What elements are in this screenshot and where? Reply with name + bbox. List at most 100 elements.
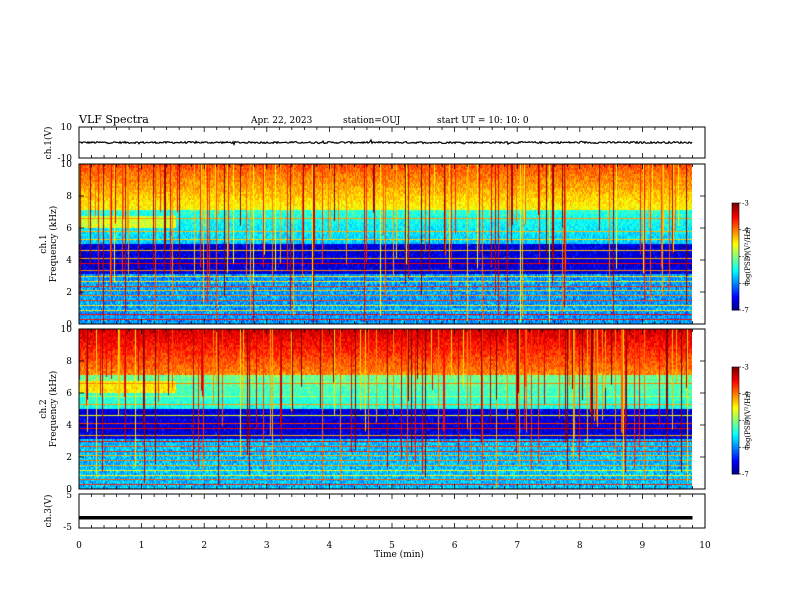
colorbar-cell [732,450,739,454]
colorbar-cell [732,297,739,300]
colorbar-cell [732,240,739,243]
ch1-ytick-top: 10 [61,123,73,133]
colorbar-cell [732,265,739,268]
ch1-waveform-ylabel: ch.1(V) [43,127,54,160]
colorbar-cell [732,245,739,249]
y-tick-label: 4 [66,256,72,266]
colorbar-tick-label: -3 [742,364,749,372]
colorbar-tick-label: -4 [742,226,749,234]
colorbar-cell [732,290,739,293]
colorbar-cell [732,203,739,206]
ch1-spectrogram-ylabel-frequency: Frequency (kHz) [48,206,59,283]
y-tick-label: 10 [61,325,73,335]
colorbar-cell [732,215,739,218]
time-axis-label: Time (min) [374,549,424,560]
colorbar-cell [732,449,739,452]
colorbar-cell [732,422,739,425]
colorbar-cell [732,288,739,291]
colorbar-cell [732,415,739,418]
spectrogram-raster [79,164,692,324]
colorbar-cell [732,285,739,288]
colorbar-cell [732,374,739,377]
y-tick-label: 10 [61,160,73,170]
colorbar-cell [732,304,739,307]
colorbar-cell [732,308,739,311]
colorbar-tick-label: -7 [742,307,749,315]
ch2-colorbar: -3 -4 -5 -6 -7 [731,364,749,479]
ch1-colorbar: -3 -4 -5 -6 -7 [731,200,749,315]
colorbar-cell [732,424,739,427]
time-tick-label: 3 [264,541,270,551]
colorbar-cell [732,457,739,461]
ch1-frequency-ticks: 0 2 4 6 8 10 [61,160,705,330]
colorbar-cell [732,238,739,241]
colorbar-cell [732,270,739,274]
colorbar-cell [732,418,739,421]
header-date: Apr. 22, 2023 [250,116,313,126]
colorbar-cell [732,434,739,438]
y-tick-label: 8 [66,357,72,367]
colorbar-cell [732,268,739,272]
colorbar-cell [732,432,739,436]
colorbar-cell [732,293,739,297]
ch1-ytick-bottom: -10 [58,154,73,164]
colorbar-cell [732,397,739,400]
ch2-spectrogram-image [79,329,692,489]
ch3-ytick-bottom: -5 [63,523,72,533]
time-tick-label: 1 [139,541,145,551]
colorbar-cell [732,274,739,277]
colorbar-cell [732,276,739,279]
y-tick-label: 6 [66,389,72,399]
colorbar-cell [732,286,739,290]
time-tick-label: 9 [640,541,646,551]
colorbar-cell [732,377,739,380]
colorbar-cell [732,210,739,213]
colorbar-cell [732,438,739,441]
ch1-colorbar-label: log(PSD)(V²/Hz) [744,227,752,284]
colorbar-cell [732,384,739,388]
figure-title: VLF Spectra [78,113,149,126]
colorbar-cell [732,447,739,450]
colorbar-cell [732,242,739,245]
colorbar-tick-label: -4 [742,390,749,398]
colorbar-cell [732,251,739,254]
colorbar-cell [732,281,739,284]
colorbar-cell [732,256,739,259]
y-tick-label: 8 [66,192,72,202]
colorbar-cell [732,375,739,379]
colorbar-cell [732,254,739,257]
colorbar-cell [732,235,739,238]
colorbar-cell [732,233,739,236]
colorbar-cell [732,213,739,216]
colorbar-cell [732,443,739,446]
time-tick-label: 7 [514,541,520,551]
colorbar-cell [732,393,739,397]
colorbar-cell [732,224,739,227]
colorbar-cell [732,395,739,398]
time-tick-label: 2 [201,541,207,551]
colorbar-tick-label: -6 [742,444,749,452]
ch1-time-ticks [78,164,706,324]
y-tick-label: 6 [66,224,72,234]
y-tick-label: 2 [66,453,72,463]
colorbar-cell [732,372,739,375]
colorbar-cell [732,459,739,463]
ch1-waveform-panel: 10 -10 ch.1(V) [43,123,706,164]
colorbar-cell [732,465,739,468]
time-tick-label: 0 [76,541,82,551]
colorbar-cell [732,279,739,282]
colorbar-cell [732,416,739,420]
time-tick-label: 6 [452,541,458,551]
colorbar-tick-label: -6 [742,280,749,288]
colorbar-cell [732,302,739,306]
colorbar-cell [732,441,739,445]
colorbar-cell [732,283,739,286]
colorbar-cell [732,408,739,411]
colorbar-cell [732,301,739,304]
colorbar-cell [732,468,739,471]
ch3-waveform-panel: 5 -5 ch.3(V) [43,491,706,533]
colorbar-cell [732,258,739,261]
ch2-spectrogram-ylabel-frequency: Frequency (kHz) [48,371,59,448]
colorbar-cell [732,411,739,414]
